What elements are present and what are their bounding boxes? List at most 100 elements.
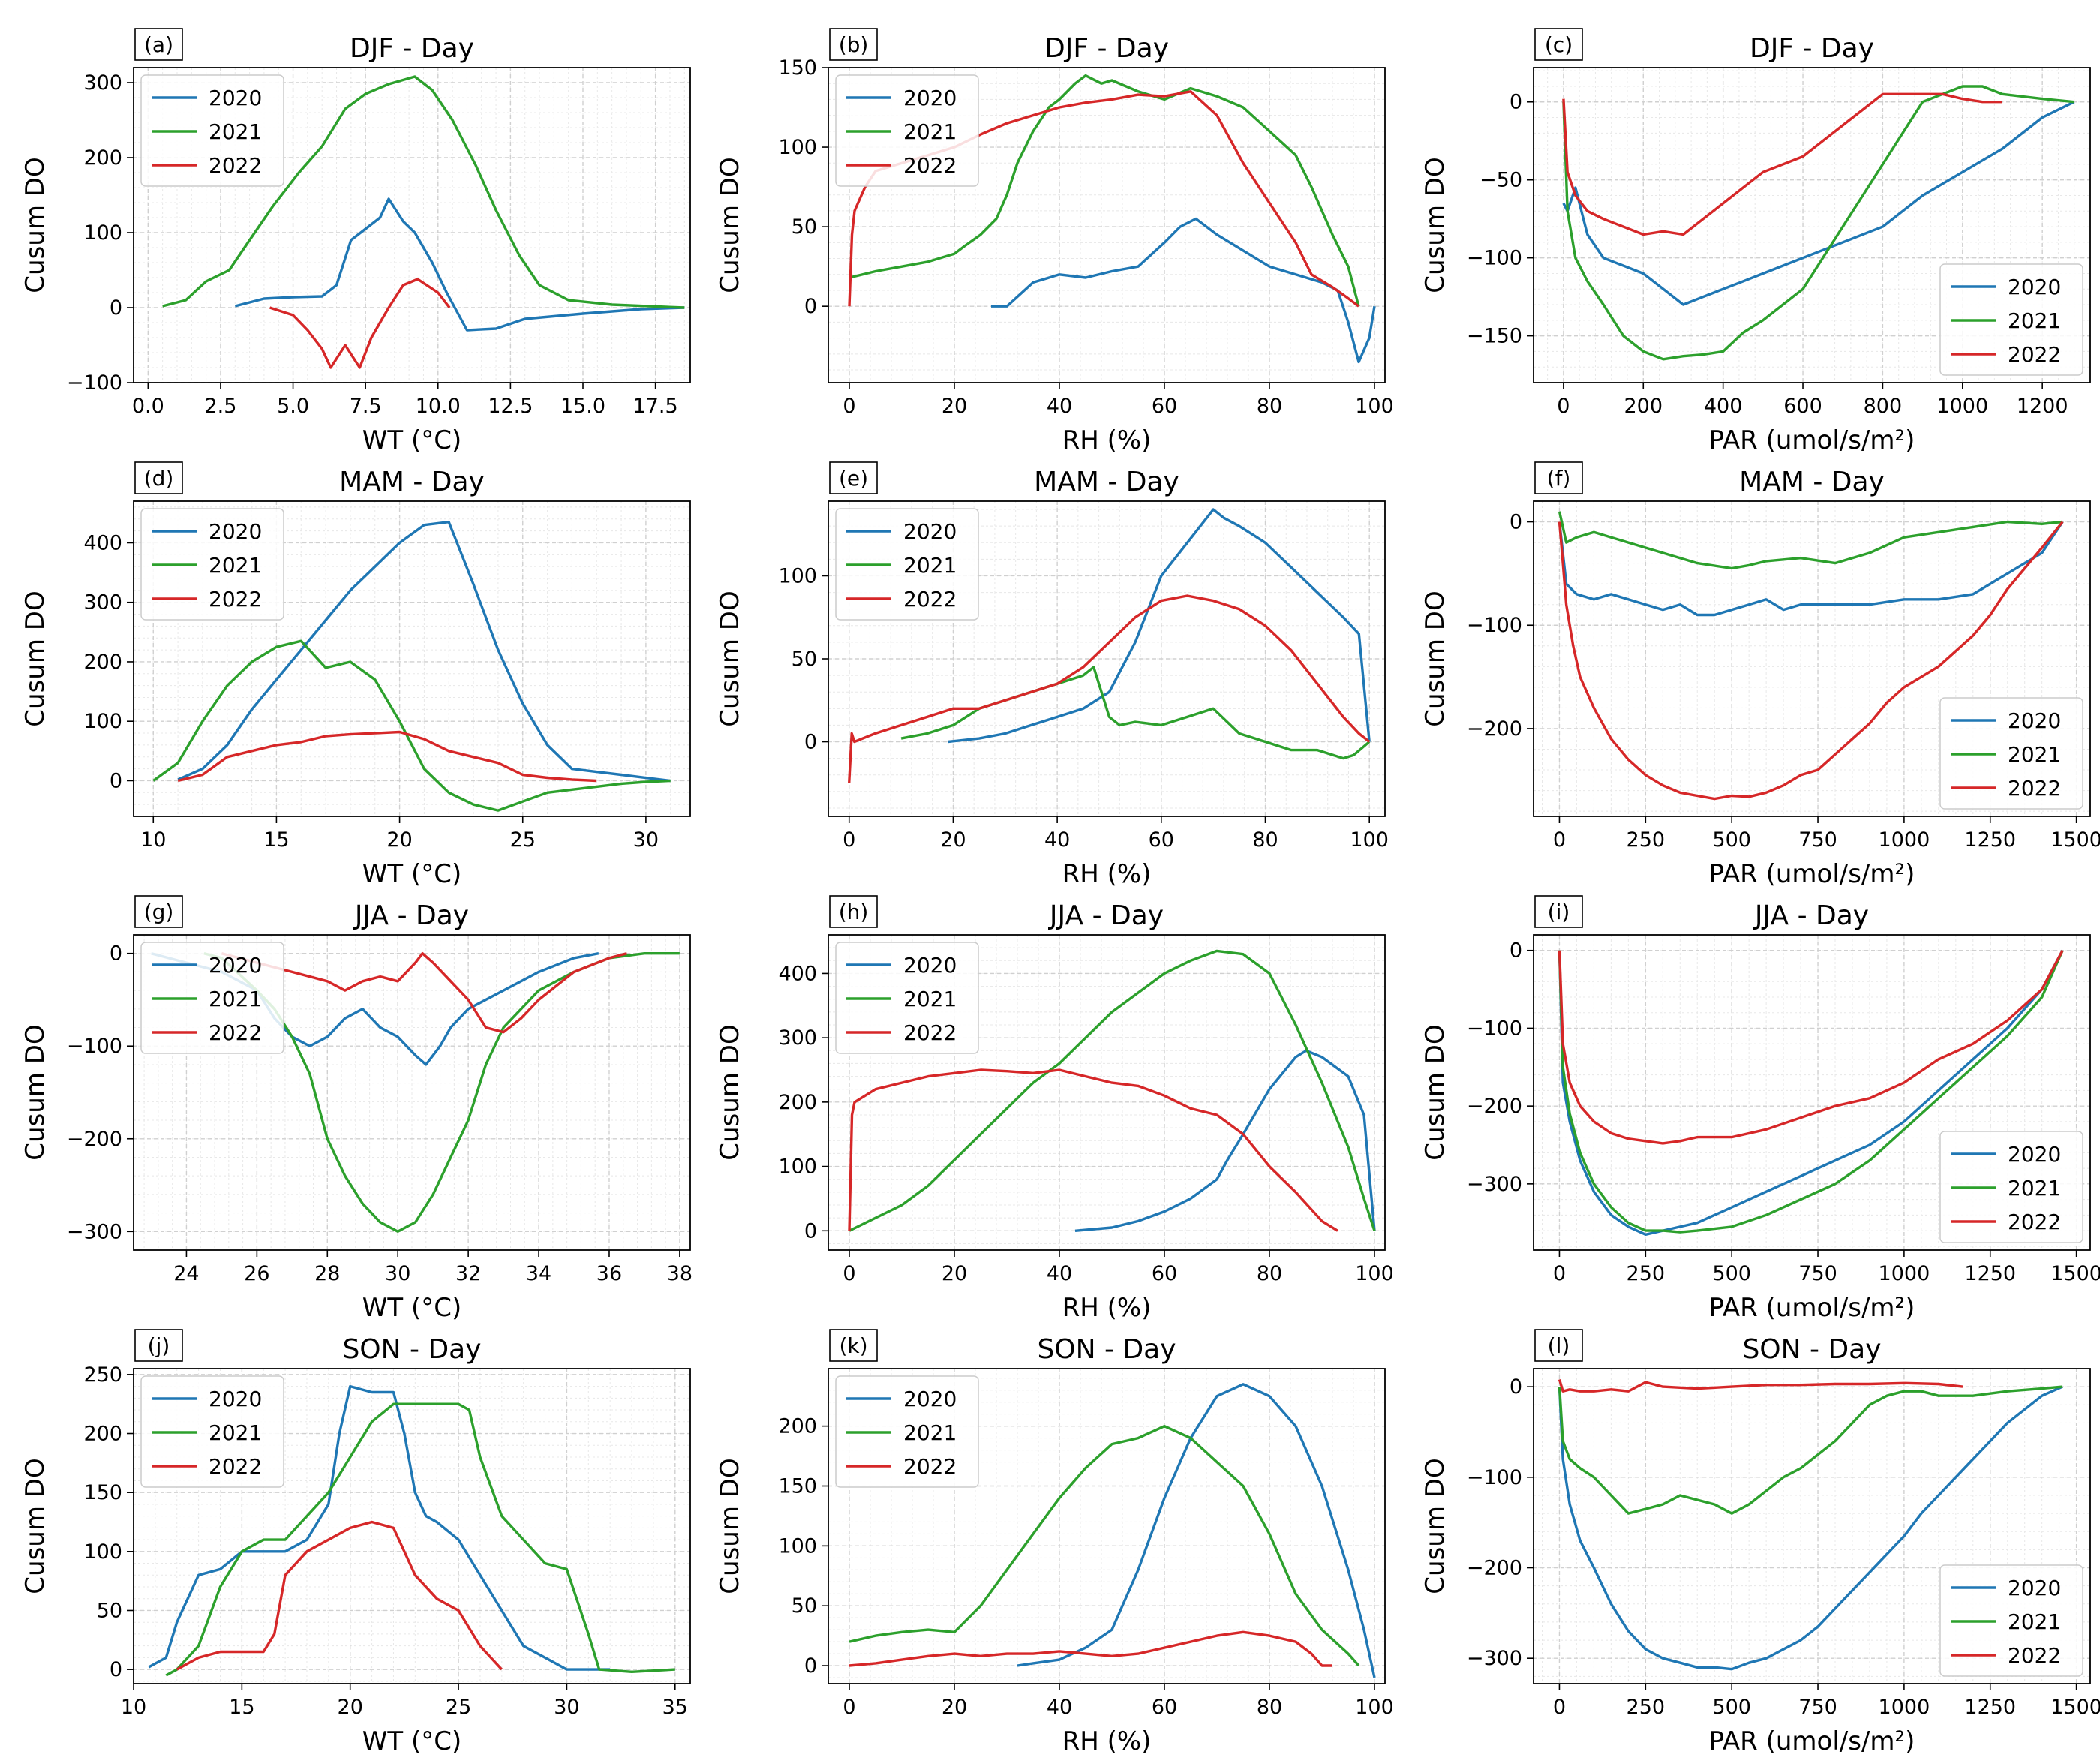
panel-tag-box xyxy=(134,1329,183,1362)
legend-label-2022: 2022 xyxy=(209,1020,262,1045)
panel-tag-box xyxy=(134,895,183,928)
x-tick-label: 1500 xyxy=(2050,1262,2100,1285)
y-tick-label: 200 xyxy=(778,1091,817,1114)
x-tick-label: 80 xyxy=(1252,828,1278,852)
y-tick-label: 300 xyxy=(778,1026,817,1050)
x-tick-label: 750 xyxy=(1798,1696,1837,1719)
legend: 2020 2021 2022 xyxy=(140,942,284,1054)
legend-box xyxy=(1939,263,2083,376)
panel-tag: (g) xyxy=(144,900,174,924)
y-tick-label: 100 xyxy=(778,1534,817,1558)
axes-frame xyxy=(133,67,691,383)
legend: 2020 2021 2022 xyxy=(835,74,979,187)
x-tick-label: 0 xyxy=(843,395,855,418)
legend-label-2021: 2021 xyxy=(2008,742,2061,767)
chart-title: MAM - Day xyxy=(339,467,485,497)
panel-tag: (i) xyxy=(1548,900,1570,924)
x-tick-label: 20 xyxy=(942,395,967,418)
y-tick-label: 100 xyxy=(83,710,122,733)
x-tick-label: 12.5 xyxy=(488,395,533,418)
series-line-2022 xyxy=(177,730,597,783)
legend: 2020 2021 2022 xyxy=(1939,263,2083,376)
x-tick-label: 20 xyxy=(386,828,412,852)
panel-tag: (h) xyxy=(839,900,869,924)
chart-title: DJF - Day xyxy=(350,33,474,64)
x-tick-label: 17.5 xyxy=(633,395,678,418)
y-tick-label: −300 xyxy=(1467,1647,1522,1670)
y-tick-label: −100 xyxy=(1467,247,1522,270)
legend-label-2021: 2021 xyxy=(2008,1609,2061,1634)
x-tick-label: 1000 xyxy=(1879,828,1930,852)
panel-tag-box xyxy=(134,28,183,61)
legend-label-2020: 2020 xyxy=(903,953,957,978)
x-tick-label: 34 xyxy=(526,1262,551,1285)
y-tick-label: 0 xyxy=(1510,91,1522,114)
x-tick-label: 20 xyxy=(942,1696,967,1719)
x-tick-label: 0 xyxy=(843,1696,855,1719)
x-tick-label: 25 xyxy=(510,828,536,852)
x-tick-label: 80 xyxy=(1257,395,1282,418)
y-tick-label: −100 xyxy=(1467,1017,1522,1040)
legend-label-2022: 2022 xyxy=(903,1020,957,1045)
y-tick-label: −100 xyxy=(1467,614,1522,637)
series-line-2021 xyxy=(1562,85,2074,361)
y-tick-label: 0 xyxy=(1510,1375,1522,1399)
x-tick-label: 1250 xyxy=(1964,1262,2016,1285)
y-tick-label: −150 xyxy=(1467,325,1522,348)
series-line-2022 xyxy=(849,1630,1332,1667)
chart-title: DJF - Day xyxy=(1044,33,1169,64)
x-tick-label: 5.0 xyxy=(277,395,309,418)
x-tick-label: 1000 xyxy=(1879,1696,1930,1719)
legend-label-2020: 2020 xyxy=(2008,1576,2061,1600)
y-axis-label: Cusum DO xyxy=(20,591,50,726)
legend-label-2022: 2022 xyxy=(2008,776,2061,801)
chart-title: MAM - Day xyxy=(1739,467,1885,497)
legend: 2020 2021 2022 xyxy=(1939,697,2083,810)
y-tick-label: 50 xyxy=(97,1599,122,1622)
panel-tag: (j) xyxy=(148,1333,170,1358)
panel-tag-box xyxy=(829,1329,878,1362)
x-tick-label: 24 xyxy=(173,1262,199,1285)
legend-label-2022: 2022 xyxy=(209,1454,262,1479)
chart-panel-e: 0 20 40 60 80 100 0 50 100 MAM - Day (e) RH (%) Cusu… xyxy=(715,461,1389,889)
panel-tag-box xyxy=(134,461,183,494)
x-tick-label: 28 xyxy=(314,1262,340,1285)
legend-label-2021: 2021 xyxy=(903,987,957,1011)
series-line-2021 xyxy=(849,949,1376,1232)
chart-panel-h: 0 20 40 60 80 100 0 100 200 300 400 JJA - Day (h) RH … xyxy=(715,895,1394,1323)
x-axis-label: PAR (umol/s/m²) xyxy=(1709,859,1915,889)
y-axis-label: Cusum DO xyxy=(715,157,745,293)
x-tick-label: 20 xyxy=(942,1262,967,1285)
legend-box xyxy=(140,1375,284,1488)
x-axis-label: WT (°C) xyxy=(362,1726,461,1756)
x-axis-label: RH (%) xyxy=(1062,1726,1152,1756)
legend-box xyxy=(1939,697,2083,810)
x-tick-label: 100 xyxy=(1350,828,1389,852)
x-tick-label: 1250 xyxy=(1964,828,2016,852)
legend-box xyxy=(835,1375,979,1488)
y-axis-label: Cusum DO xyxy=(1420,157,1450,293)
legend-label-2020: 2020 xyxy=(2008,1142,2061,1167)
legend: 2020 2021 2022 xyxy=(140,508,284,621)
legend-label-2022: 2022 xyxy=(209,587,262,612)
x-tick-label: 100 xyxy=(1355,395,1394,418)
series-line-2020 xyxy=(1558,521,2064,617)
series-line-2020 xyxy=(991,217,1376,364)
series-line-2022 xyxy=(269,278,451,369)
x-tick-label: 30 xyxy=(554,1696,579,1719)
series-line-2020 xyxy=(148,1384,611,1671)
series-line-2021 xyxy=(1558,1385,2063,1515)
legend-label-2021: 2021 xyxy=(2008,308,2061,333)
chart-panel-c: 0 200 400 600 800 1000 1200 −150 −100 −50 0 DJF - D… xyxy=(1420,28,2091,455)
series-line-2021 xyxy=(162,75,685,309)
legend-label-2020: 2020 xyxy=(209,1387,262,1411)
x-tick-label: 80 xyxy=(1257,1696,1282,1719)
series-line-2022 xyxy=(848,1068,1338,1232)
y-axis-label: Cusum DO xyxy=(715,1458,745,1594)
axes-frame xyxy=(133,500,691,817)
axes-frame xyxy=(828,1368,1386,1684)
chart-panel-b: 0 20 40 60 80 100 0 50 100 150 DJF - Day (b) RH (%) C… xyxy=(715,28,1394,455)
axes-frame xyxy=(828,67,1386,383)
panel-tag: (f) xyxy=(1547,466,1571,491)
